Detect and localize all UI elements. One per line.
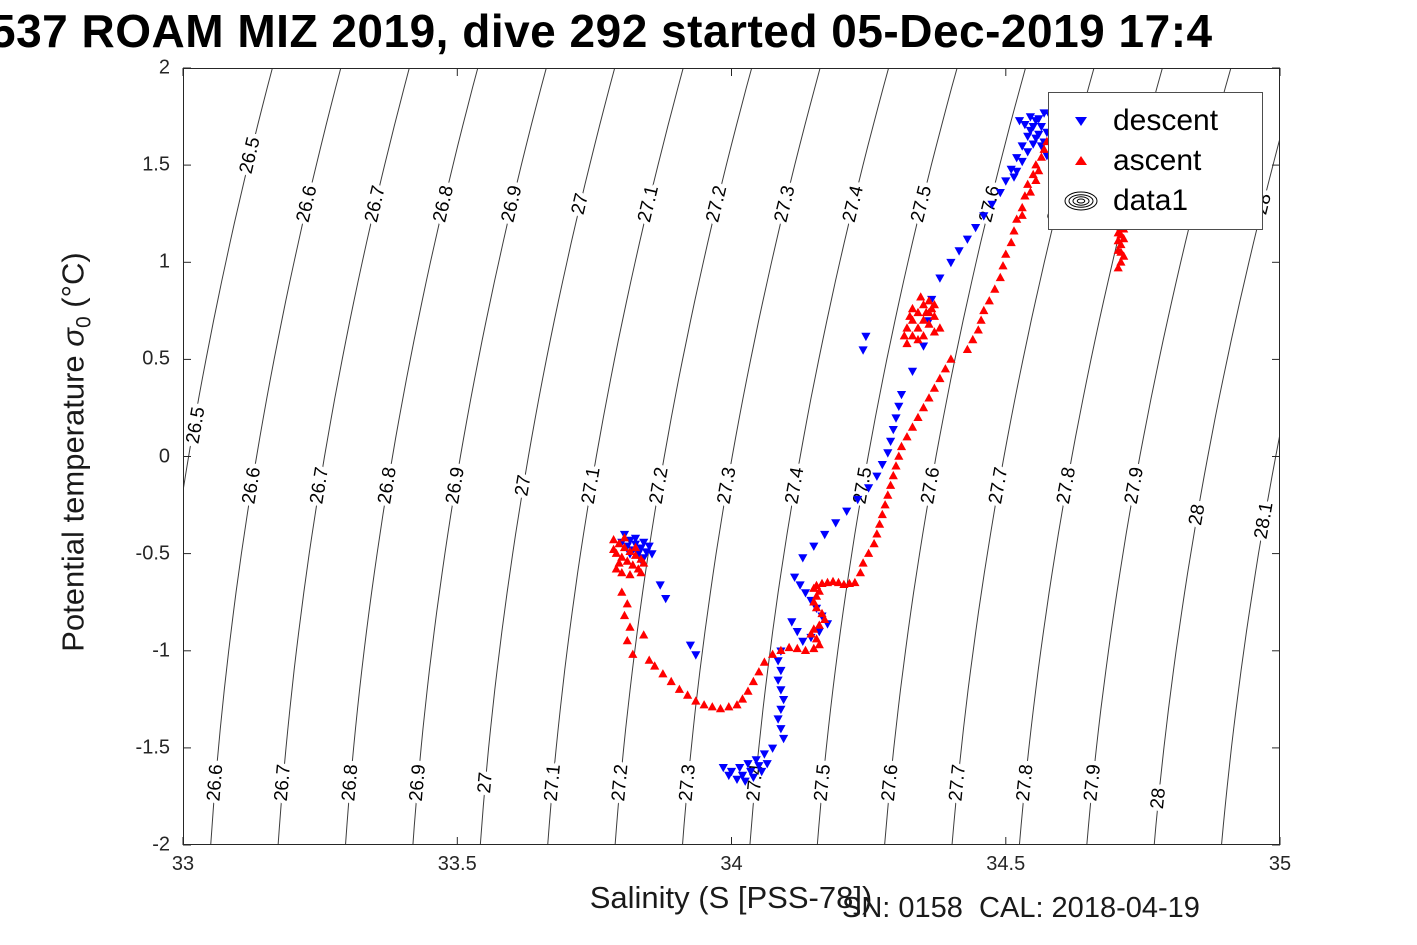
legend-item-descent: descent xyxy=(1049,101,1262,141)
contour-label: 27.2 xyxy=(702,184,731,225)
legend-item-ascent: ascent xyxy=(1049,141,1262,181)
contour-label: 28 xyxy=(1147,787,1170,810)
contour-label: 28 xyxy=(1185,503,1209,527)
contour-label: 27.8 xyxy=(1053,466,1080,506)
contour-label: 26.6 xyxy=(203,763,227,802)
sensor-annotation: SN: 0158 CAL: 2018-04-19 xyxy=(842,892,1200,924)
contour-line xyxy=(884,68,1026,845)
y-tick-label: -0.5 xyxy=(135,542,170,565)
contour-label: 26.5 xyxy=(182,405,209,445)
contour-label: 26.9 xyxy=(498,184,527,225)
contour-line xyxy=(682,68,821,845)
contour-label: 26.8 xyxy=(374,466,401,506)
contour-line xyxy=(479,68,616,845)
contour-label: 27.7 xyxy=(985,466,1012,506)
legend-item-data1: data1 xyxy=(1049,181,1262,221)
contour-label: 26.7 xyxy=(361,184,390,225)
contour-label: 27.3 xyxy=(676,763,700,802)
contour-label: 27.5 xyxy=(907,184,936,225)
legend: descent ascent data1 xyxy=(1048,92,1263,230)
chart-title: 537 ROAM MIZ 2019, dive 292 started 05-D… xyxy=(0,5,1213,57)
contour-label: 27 xyxy=(511,473,535,497)
contour-line xyxy=(614,68,753,845)
contour-line xyxy=(412,68,547,845)
legend-label: data1 xyxy=(1113,184,1189,217)
contour-label: 27.7 xyxy=(945,763,970,802)
contour-label: 27.1 xyxy=(634,184,663,225)
contour-line xyxy=(749,68,890,845)
contour-label: 27 xyxy=(568,191,593,216)
contour-label: 27.1 xyxy=(578,466,605,506)
ascent-markers xyxy=(609,136,1129,713)
contour-label: 26.8 xyxy=(429,184,458,225)
contour-label: 27.4 xyxy=(782,465,809,505)
contour-line xyxy=(1153,136,1280,845)
contour-line xyxy=(277,68,410,845)
contour-label: 26.9 xyxy=(442,466,469,506)
contour-label: 27.9 xyxy=(1121,466,1148,506)
contour-label: 26.7 xyxy=(271,763,295,802)
contour-label: 27.6 xyxy=(878,763,903,802)
contour-label: 27.2 xyxy=(608,763,632,802)
y-tick-label: -1 xyxy=(152,639,170,662)
x-tick-label: 35 xyxy=(1268,853,1292,875)
contour-label: 27.4 xyxy=(839,183,868,224)
contour-label: 27.6 xyxy=(917,466,944,506)
contour-label: 27.2 xyxy=(646,466,673,506)
y-axis-label: Potential temperature σ0 (°C) xyxy=(55,252,96,651)
x-tick-label: 33.5 xyxy=(437,853,477,875)
contour-label: 27.3 xyxy=(771,184,800,225)
y-tick-label: 1.5 xyxy=(142,153,170,176)
contour-label: 27.8 xyxy=(1013,763,1038,802)
contour-label: 27.5 xyxy=(811,763,835,802)
y-tick-label: -1.5 xyxy=(135,736,170,759)
legend-label: ascent xyxy=(1113,144,1202,177)
axes-box xyxy=(182,67,1281,846)
contour-label: 26.5 xyxy=(236,135,265,176)
contour-line xyxy=(345,68,479,845)
x-tick-label: 34 xyxy=(720,853,743,875)
contour-line xyxy=(547,68,684,845)
x-tick-label: 34.5 xyxy=(986,853,1026,875)
y-tick-label: 1 xyxy=(158,250,170,273)
contour-label: 26.8 xyxy=(338,763,362,802)
x-axis-label: Salinity (S [PSS-78]) xyxy=(589,880,873,915)
y-axis-label-text: Potential temperature xyxy=(55,346,91,652)
y-axis-label-unit: (°C) xyxy=(55,252,91,317)
y-tick-label: 0 xyxy=(158,445,170,467)
contour-label: 28.1 xyxy=(1251,501,1278,541)
contour-label: 26.9 xyxy=(406,763,430,802)
triangle-down-icon xyxy=(1049,110,1113,132)
contour-label: 26.6 xyxy=(239,466,266,506)
y-tick-label: 2 xyxy=(158,56,170,79)
sigma-symbol: σ xyxy=(55,328,91,347)
y-tick-label: 0.5 xyxy=(142,347,170,370)
contour-label: 26.6 xyxy=(293,184,322,225)
contour-label: 27.9 xyxy=(1080,763,1105,802)
contour-label: 27.1 xyxy=(541,763,565,802)
x-tick-label: 33 xyxy=(171,853,195,875)
contour-rings-icon xyxy=(1049,189,1113,213)
contour-label: 27.3 xyxy=(714,466,741,506)
legend-label: descent xyxy=(1113,104,1219,137)
contour-line xyxy=(816,68,958,845)
y-tick-label: -2 xyxy=(152,833,170,856)
contour-label: 27 xyxy=(474,771,497,794)
triangle-up-icon xyxy=(1049,150,1113,172)
contour-label: 26.7 xyxy=(306,466,333,506)
contour-line xyxy=(210,68,342,845)
sigma-subscript: 0 xyxy=(72,316,96,329)
